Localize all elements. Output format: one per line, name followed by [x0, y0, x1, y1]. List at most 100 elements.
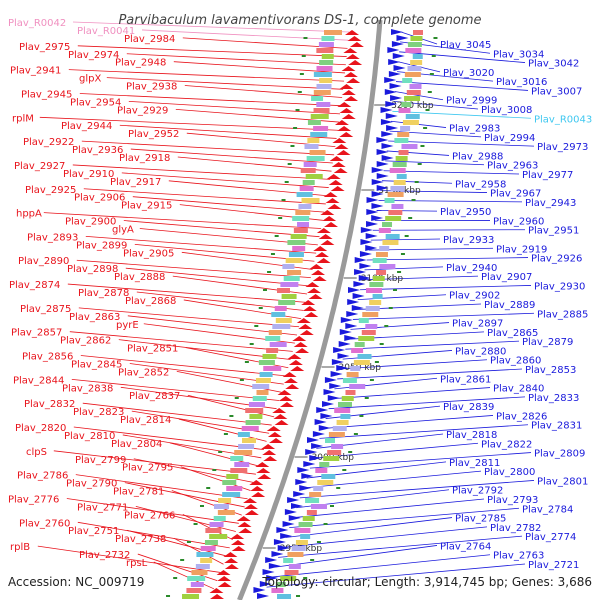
left-gene-label: Plav_2786 — [17, 471, 68, 482]
gc-tick — [293, 127, 298, 129]
left-leader-line — [178, 418, 267, 442]
forward-gene — [256, 468, 271, 473]
right-leader-line — [368, 247, 494, 251]
gc-tick — [353, 433, 358, 435]
forward-gene — [337, 126, 352, 131]
right-leader-line — [378, 200, 523, 203]
gene-category-block — [323, 456, 340, 461]
forward-gene — [210, 594, 225, 599]
gc-tick — [239, 379, 244, 381]
right-leader-line — [313, 442, 479, 459]
gene-category-block — [379, 246, 390, 251]
reverse-gene — [293, 491, 306, 497]
forward-gene — [288, 360, 303, 365]
right-gene-label: Plav_2721 — [528, 560, 579, 571]
gene-category-block — [404, 96, 421, 101]
reverse-gene — [345, 323, 358, 329]
reverse-gene — [312, 431, 325, 437]
gc-tick — [254, 325, 259, 327]
gc-tick — [359, 415, 364, 417]
gc-tick — [323, 523, 328, 525]
gc-tick — [374, 361, 379, 363]
gene-category-block — [313, 126, 329, 131]
left-gene-label: Plav_2899 — [76, 240, 127, 251]
gene-category-block — [376, 270, 387, 275]
reverse-gene — [385, 113, 398, 119]
left-leader-line — [81, 140, 335, 156]
gene-category-block — [351, 348, 364, 353]
left-gene-label: Plav_2917 — [110, 177, 161, 188]
reverse-gene — [338, 341, 351, 347]
forward-gene — [299, 330, 314, 335]
gene-category-block — [287, 240, 306, 245]
right-leader-line — [394, 91, 444, 101]
gc-tick — [404, 235, 409, 237]
gene-category-block — [353, 360, 370, 365]
forward-gene — [277, 390, 292, 395]
reverse-gene — [299, 485, 312, 491]
gc-tick — [427, 91, 432, 93]
forward-gene — [343, 48, 358, 53]
forward-gene — [301, 300, 316, 305]
gene-category-block — [313, 90, 331, 95]
gene-category-block — [401, 144, 418, 149]
right-gene-label: Plav_2999 — [446, 96, 497, 107]
forward-gene — [251, 492, 266, 497]
forward-gene — [250, 486, 265, 491]
gc-tick — [425, 109, 430, 111]
left-gene-label: Plav_2751 — [68, 526, 119, 537]
forward-gene — [339, 132, 354, 137]
reverse-gene — [253, 587, 266, 593]
right-gene-label: Plav_2880 — [455, 346, 506, 357]
right-leader-line — [350, 322, 450, 330]
left-gene-label: Plav_2890 — [18, 256, 69, 267]
gene-category-block — [372, 276, 385, 281]
reverse-gene — [271, 551, 284, 557]
gene-category-block — [311, 96, 324, 101]
left-leader-line — [173, 61, 346, 74]
right-gene-label: Plav_3008 — [481, 105, 532, 116]
left-gene-label: Plav_R0042 — [8, 18, 66, 29]
forward-gene — [274, 420, 289, 425]
right-gene-label: Plav_2801 — [537, 476, 588, 487]
gene-category-block — [191, 570, 208, 575]
right-leader-line — [392, 110, 532, 119]
gc-tick — [229, 415, 234, 417]
gene-category-block — [404, 72, 421, 77]
left-leader-line — [187, 394, 275, 418]
gene-category-block — [306, 510, 317, 515]
left-leader-line — [126, 53, 346, 66]
gene-category-block — [271, 588, 284, 593]
right-leader-line — [322, 415, 494, 429]
right-gene-label: Plav_2973 — [537, 142, 588, 153]
gene-category-block — [213, 516, 226, 521]
forward-gene — [292, 336, 307, 341]
gc-tick — [193, 523, 198, 525]
forward-gene — [255, 462, 270, 467]
gene-category-block — [280, 282, 299, 287]
right-leader-line — [399, 51, 526, 63]
gene-category-block — [222, 480, 237, 485]
gene-category-block — [275, 582, 286, 587]
right-gene-label: Plav_2994 — [484, 133, 535, 144]
gc-tick — [342, 469, 347, 471]
reverse-gene — [305, 449, 318, 455]
forward-gene — [224, 558, 239, 563]
forward-gene — [312, 276, 327, 281]
gene-category-block — [272, 324, 291, 329]
left-gene-label: Plav_2915 — [121, 201, 172, 212]
gene-category-block — [365, 288, 382, 293]
gene-category-block — [405, 48, 422, 53]
forward-gene — [349, 42, 364, 47]
reverse-gene — [391, 41, 404, 47]
forward-gene — [305, 282, 320, 287]
gene-category-block — [287, 552, 304, 557]
reverse-gene — [323, 389, 336, 395]
forward-gene — [267, 432, 282, 437]
gene-category-block — [313, 486, 324, 491]
forward-gene — [337, 102, 352, 107]
left-gene-label: Plav_2925 — [25, 185, 76, 196]
reverse-gene — [390, 29, 403, 35]
right-leader-line — [395, 81, 529, 91]
